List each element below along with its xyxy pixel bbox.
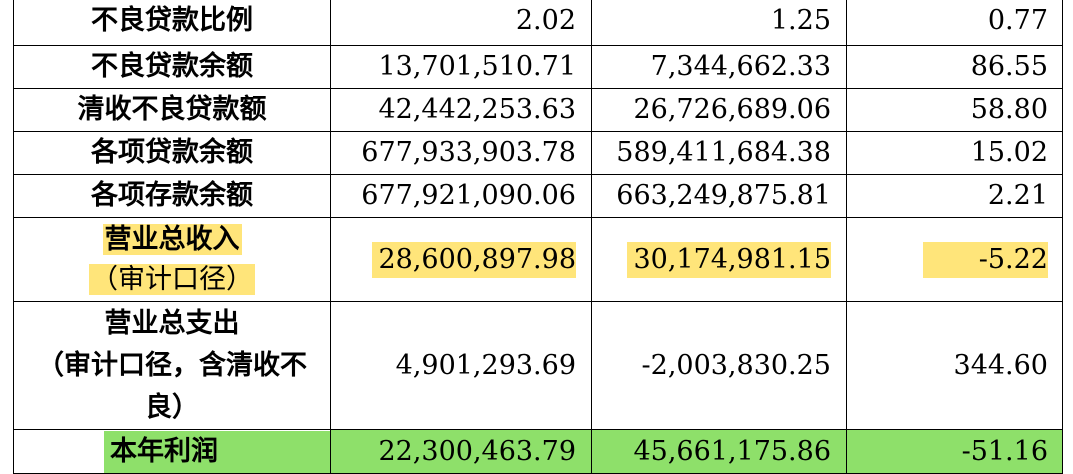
financial-table: 不良贷款比例 2.02 1.25 0.77 不良贷款余额 13,701,510.… <box>13 0 1063 474</box>
table-row: 不良贷款比例 2.02 1.25 0.77 <box>13 0 1063 46</box>
profit-prior: 45,661,175.86 <box>591 429 847 474</box>
table-row-expense: 营业总支出 （审计口径，含清收不 良） 4,901,293.69 -2,003,… <box>13 301 1063 430</box>
profit-label: 本年利润 <box>13 429 331 474</box>
expense-change: 344.60 <box>846 301 1063 430</box>
value-cell: 7,344,662.33 <box>591 45 847 89</box>
value-cell: 86.55 <box>846 45 1063 89</box>
profit-change: -51.16 <box>846 429 1063 474</box>
row-label: 各项贷款余额 <box>13 131 331 175</box>
row-label: 各项存款余额 <box>13 174 331 218</box>
revenue-prior: 30,174,981.15 <box>591 217 847 302</box>
value-cell: 42,442,253.63 <box>330 88 592 132</box>
profit-current: 22,300,463.79 <box>330 429 592 474</box>
value-cell: 58.80 <box>846 88 1063 132</box>
value-cell: 13,701,510.71 <box>330 45 592 89</box>
value-cell: 26,726,689.06 <box>591 88 847 132</box>
table-row: 清收不良贷款额 42,442,253.63 26,726,689.06 58.8… <box>13 88 1063 132</box>
value-cell: 1.25 <box>591 0 847 46</box>
value-cell: 677,933,903.78 <box>330 131 592 175</box>
row-label: 不良贷款比例 <box>13 0 331 46</box>
value-cell: 15.02 <box>846 131 1063 175</box>
value-cell: 0.77 <box>846 0 1063 46</box>
value-cell: 663,249,875.81 <box>591 174 847 218</box>
row-label: 不良贷款余额 <box>13 45 331 89</box>
value-cell: 589,411,684.38 <box>591 131 847 175</box>
expense-prior: -2,003,830.25 <box>591 301 847 430</box>
value-cell: 2.02 <box>330 0 592 46</box>
expense-label: 营业总支出 （审计口径，含清收不 良） <box>13 301 331 430</box>
revenue-current: 28,600,897.98 <box>330 217 592 302</box>
table-row: 不良贷款余额 13,701,510.71 7,344,662.33 86.55 <box>13 45 1063 89</box>
revenue-label: 营业总收入 （审计口径） <box>13 217 331 302</box>
revenue-label-line2: （审计口径） <box>89 263 255 295</box>
table-row: 各项存款余额 677,921,090.06 663,249,875.81 2.2… <box>13 174 1063 218</box>
revenue-change: -5.22 <box>846 217 1063 302</box>
value-cell: 677,921,090.06 <box>330 174 592 218</box>
expense-current: 4,901,293.69 <box>330 301 592 430</box>
table-row-revenue: 营业总收入 （审计口径） 28,600,897.98 30,174,981.15… <box>13 217 1063 302</box>
value-cell: 2.21 <box>846 174 1063 218</box>
revenue-label-line1: 营业总收入 <box>102 223 242 255</box>
table-row: 各项贷款余额 677,933,903.78 589,411,684.38 15.… <box>13 131 1063 175</box>
row-label: 清收不良贷款额 <box>13 88 331 132</box>
table-row-profit: 本年利润 22,300,463.79 45,661,175.86 -51.16 <box>13 429 1063 474</box>
